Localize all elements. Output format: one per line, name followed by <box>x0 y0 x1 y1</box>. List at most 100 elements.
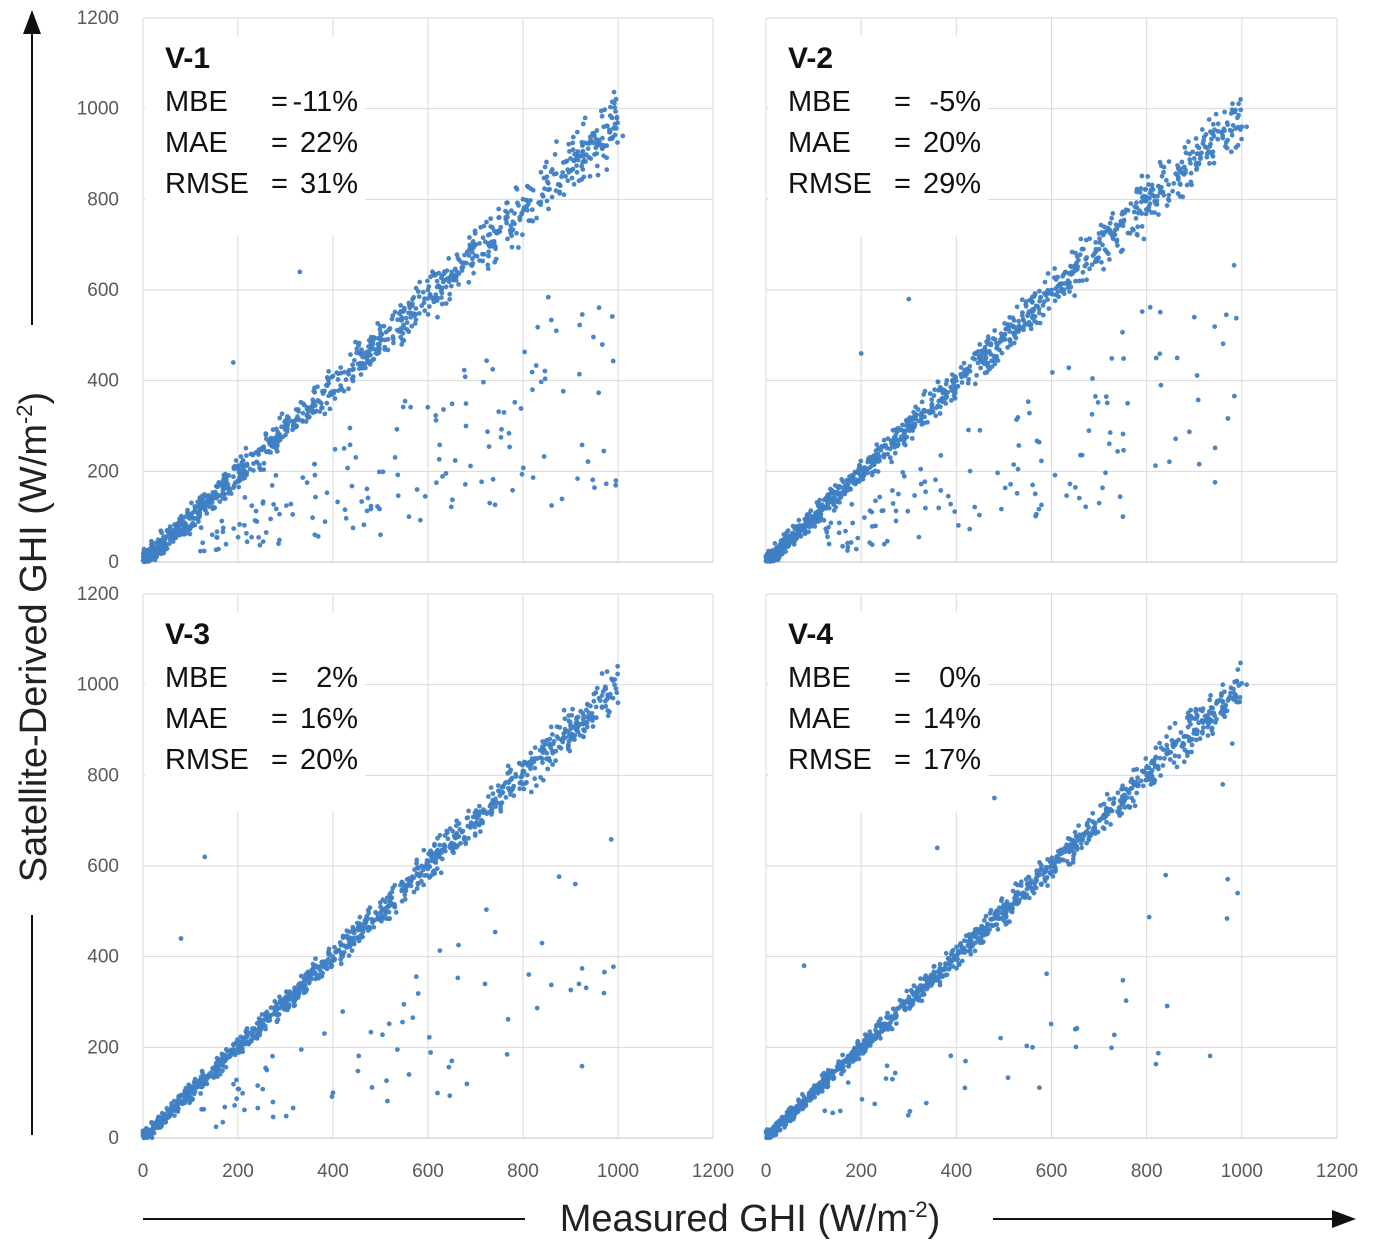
data-point <box>601 990 607 996</box>
data-point <box>440 279 446 285</box>
data-point <box>505 1016 511 1022</box>
data-point <box>174 1103 180 1109</box>
data-point <box>383 329 389 335</box>
data-point <box>355 1068 361 1074</box>
data-point <box>1236 101 1241 107</box>
data-point <box>902 436 907 442</box>
data-point <box>1062 281 1068 286</box>
data-point <box>1083 237 1089 243</box>
data-point <box>290 427 295 433</box>
data-point <box>1081 246 1086 252</box>
data-point <box>146 549 152 554</box>
data-point <box>965 380 971 386</box>
data-point <box>159 530 165 536</box>
data-point <box>838 1064 844 1069</box>
data-point <box>1235 890 1240 896</box>
x-axis-arrowhead <box>1332 1210 1356 1228</box>
data-point <box>277 1005 283 1011</box>
data-point <box>407 303 412 308</box>
data-point <box>1037 1085 1042 1091</box>
data-point <box>814 1084 820 1090</box>
data-point <box>615 663 621 669</box>
data-point <box>367 361 373 367</box>
data-point <box>1172 753 1178 759</box>
data-point <box>906 296 912 302</box>
data-point <box>485 266 491 272</box>
data-point <box>1093 394 1098 399</box>
data-point <box>967 526 973 532</box>
data-point <box>268 1005 274 1011</box>
data-point <box>149 1120 154 1125</box>
data-point <box>538 202 543 208</box>
data-point <box>447 291 453 297</box>
data-point <box>194 504 199 509</box>
data-point <box>1174 764 1180 770</box>
data-point <box>1203 145 1209 150</box>
data-point <box>240 1090 246 1096</box>
data-point <box>357 350 363 356</box>
data-point <box>404 320 410 325</box>
data-point <box>1138 186 1144 191</box>
data-point <box>785 528 791 534</box>
data-point <box>332 396 338 401</box>
data-point <box>434 480 439 486</box>
data-point <box>537 747 543 753</box>
data-point <box>1205 724 1211 730</box>
data-point <box>845 1053 851 1059</box>
data-point <box>524 198 530 203</box>
data-point <box>545 294 551 300</box>
data-point <box>455 843 461 848</box>
data-point <box>1030 307 1036 313</box>
data-point <box>956 523 961 528</box>
points-1 <box>140 89 626 565</box>
data-point <box>439 856 445 862</box>
data-point <box>1121 447 1126 453</box>
data-point <box>1147 304 1153 310</box>
data-point <box>332 446 338 452</box>
stat-label: MBE <box>165 86 228 118</box>
data-point <box>1179 159 1185 165</box>
data-point <box>781 1118 787 1123</box>
data-point <box>200 540 206 546</box>
data-point <box>1153 201 1159 207</box>
data-point <box>395 1047 400 1052</box>
data-point <box>576 178 582 184</box>
data-point <box>591 691 597 697</box>
data-point <box>1153 1061 1159 1067</box>
data-point <box>244 539 250 545</box>
data-point <box>413 317 419 322</box>
data-point <box>244 463 250 468</box>
data-point <box>506 430 512 436</box>
data-point <box>582 115 588 121</box>
data-point <box>351 927 357 933</box>
data-point <box>1040 312 1046 318</box>
data-point <box>865 466 871 472</box>
data-point <box>1030 482 1035 488</box>
data-point <box>796 517 802 523</box>
data-point <box>267 437 273 443</box>
data-point <box>1228 149 1234 155</box>
data-point <box>1194 167 1199 172</box>
data-point <box>883 1076 889 1081</box>
data-point <box>1211 133 1217 139</box>
data-point <box>389 889 395 895</box>
data-point <box>783 1122 789 1127</box>
data-point <box>187 531 193 537</box>
data-point <box>943 381 949 387</box>
data-point <box>206 504 212 509</box>
data-point <box>550 750 556 756</box>
data-point <box>1079 845 1085 851</box>
data-point <box>499 784 505 790</box>
data-point <box>1120 223 1126 229</box>
data-point <box>322 1031 327 1036</box>
data-point <box>538 775 543 780</box>
data-point <box>471 245 476 251</box>
data-point <box>161 550 167 556</box>
data-point <box>289 418 294 424</box>
data-point <box>540 760 545 765</box>
data-point <box>488 216 494 222</box>
data-point <box>835 1067 840 1073</box>
data-point <box>463 423 469 429</box>
data-point <box>1010 315 1016 321</box>
data-point <box>524 183 530 189</box>
